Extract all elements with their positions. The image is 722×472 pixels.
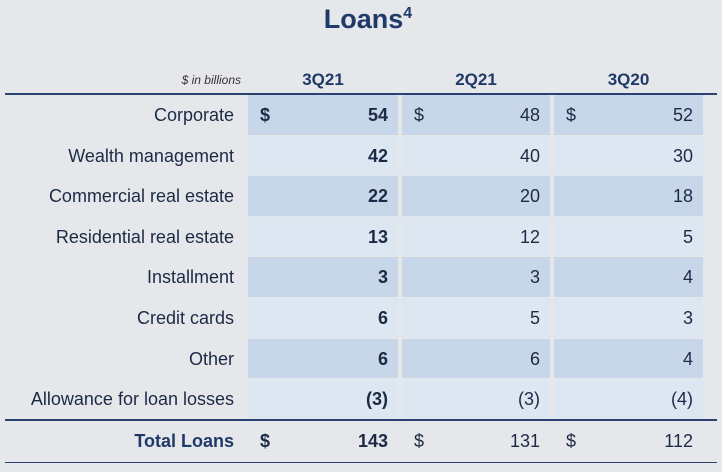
total-rule (5, 418, 717, 421)
row-label: Residential real estate (55, 226, 234, 247)
currency-sign: $ (566, 105, 577, 125)
cell-value: 4 (682, 267, 693, 288)
title-footnote: 4 (403, 5, 413, 22)
cell-value: 22 (367, 186, 388, 207)
cell-value: 5 (682, 226, 693, 247)
cell-value: 6 (377, 308, 388, 328)
row-fill (402, 135, 550, 176)
cell-value: 52 (672, 105, 693, 125)
row-fill (402, 176, 550, 216)
row-fill (402, 216, 550, 257)
row-fill (248, 176, 398, 216)
row-label: Installment (146, 267, 234, 288)
cell-value: 12 (519, 226, 540, 247)
row-fill (554, 216, 703, 257)
cell-value: 20 (519, 186, 540, 207)
row-fill (248, 216, 398, 257)
row-fill (248, 338, 398, 379)
row-label: Credit cards (136, 308, 234, 328)
row-fill (248, 95, 398, 135)
column-header: 2Q21 (455, 70, 497, 89)
cell-value: 4 (682, 348, 693, 369)
row-fill (554, 338, 703, 379)
row-fill (402, 298, 550, 338)
cell-value: 6 (377, 348, 388, 369)
row-fill (402, 338, 550, 379)
title-text: Loans (323, 4, 404, 34)
cell-value: 40 (519, 145, 540, 166)
currency-sign: $ (566, 430, 577, 451)
row-fill (554, 298, 703, 338)
row-label: Commercial real estate (48, 186, 234, 207)
cell-value: (3) (518, 389, 540, 410)
header-rule (5, 93, 717, 95)
cell-value: 5 (529, 308, 540, 328)
cell-value: 3 (529, 267, 540, 288)
row-fill (554, 135, 703, 176)
cell-value: 54 (367, 105, 388, 125)
row-fill (554, 379, 703, 419)
cell-value: 3 (682, 308, 693, 328)
unit-label: $ in billions (181, 73, 241, 87)
cell-value: 3 (377, 267, 388, 288)
bottom-rule (5, 462, 717, 464)
row-fill (402, 257, 550, 297)
column-header: 3Q21 (302, 70, 344, 89)
currency-sign: $ (414, 105, 425, 125)
cell-value: 48 (519, 105, 540, 125)
row-fill (554, 176, 703, 216)
row-label: Corporate (153, 105, 234, 125)
slide-title: Loans4 (0, 4, 722, 35)
cell-value: 13 (367, 226, 388, 247)
row-fill (248, 298, 398, 338)
row-fill (554, 95, 703, 135)
cell-value: 143 (357, 430, 388, 451)
row-fill (248, 257, 398, 297)
row-label: Allowance for loan losses (30, 389, 234, 410)
cell-value: 112 (664, 430, 693, 451)
row-fill (554, 257, 703, 297)
row-fill (248, 135, 398, 176)
cell-value: 6 (529, 348, 540, 369)
cell-value: (3) (366, 389, 388, 410)
row-label: Wealth management (68, 145, 234, 166)
cell-value: 42 (367, 145, 388, 166)
cell-value: 18 (672, 186, 693, 207)
cell-value: (4) (671, 389, 693, 410)
row-label: Total Loans (134, 430, 234, 451)
currency-sign: $ (414, 430, 425, 451)
row-fill (402, 379, 550, 419)
column-header: 3Q20 (607, 70, 650, 89)
cell-value: 131 (509, 430, 540, 451)
currency-sign: $ (260, 430, 271, 451)
row-label: Other (188, 348, 234, 369)
currency-sign: $ (260, 105, 271, 125)
row-fill (248, 379, 398, 419)
cell-value: 30 (672, 145, 693, 166)
row-fill (402, 95, 550, 135)
